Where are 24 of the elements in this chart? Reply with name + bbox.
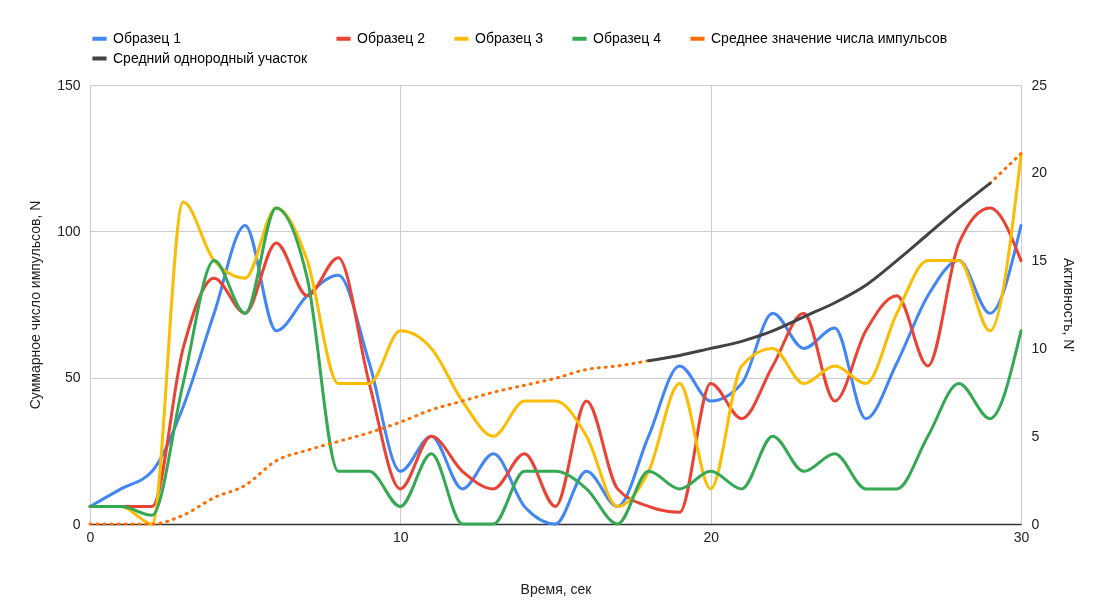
legend-label: Образец 3 (475, 29, 544, 46)
y2-tick-label: 20 (1031, 164, 1048, 181)
y2-tick-label: 5 (1031, 427, 1040, 444)
x-tick-label: 0 (86, 528, 95, 545)
legend-label: Образец 2 (357, 29, 426, 46)
y2-tick-label: 0 (1031, 515, 1040, 532)
y-tick-label: 150 (57, 76, 81, 93)
y2-tick-label: 15 (1031, 252, 1048, 269)
y2-tick-label: 25 (1031, 76, 1048, 93)
y-tick-label: 100 (57, 222, 81, 239)
legend-label: Образец 1 (113, 29, 182, 46)
x-tick-label: 10 (393, 528, 409, 545)
x-axis-title: Время, сек (520, 580, 593, 597)
line-series (647, 181, 992, 363)
legend-label: Образец 4 (593, 29, 662, 46)
legend-label: Среднее значение числа импульсов (711, 29, 948, 46)
y2-tick-label: 10 (1031, 339, 1048, 356)
y-tick-label: 50 (64, 369, 81, 386)
y-axis-title: Суммарное число импульсов, N (27, 200, 44, 410)
x-tick-label: 20 (703, 528, 720, 545)
y2-axis-title: Активность, N' (1061, 257, 1078, 353)
legend-label: Средний однородный участок (113, 49, 309, 66)
y-tick-label: 0 (72, 515, 81, 532)
x-tick-label: 30 (1013, 528, 1030, 545)
